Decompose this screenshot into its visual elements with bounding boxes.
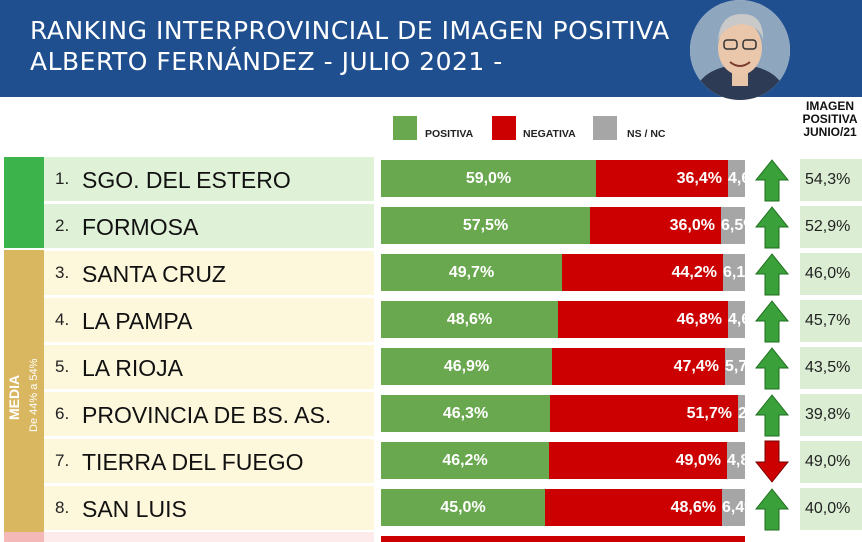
bar-positive: 46,2% xyxy=(381,442,549,479)
bar-negative: 46,8% xyxy=(558,301,728,338)
bar-negative: 49,0% xyxy=(549,442,727,479)
province-name: SANTA CRUZ xyxy=(82,261,226,287)
arrow-up-icon xyxy=(754,300,790,343)
province-name: SAN LUIS xyxy=(82,496,187,522)
arrow-up-icon xyxy=(754,253,790,296)
province-name: LA PAMPA xyxy=(82,308,193,334)
band-media-label: MEDIA xyxy=(6,374,22,420)
bar-positive: 46,9% xyxy=(381,348,552,385)
prev-positive-value: 43,5% xyxy=(800,347,862,389)
rank-number: 3. xyxy=(55,263,70,282)
province-name: SGO. DEL ESTERO xyxy=(82,167,291,193)
bar-nsnc: 6,5% xyxy=(721,207,745,244)
bar-nsnc: 2,0% xyxy=(738,395,745,432)
chart-title-line1: RANKING INTERPROVINCIAL DE IMAGEN POSITI… xyxy=(30,16,670,45)
band-media-range: De 44% a 54% xyxy=(28,358,40,432)
bar-nsnc: 4,6% xyxy=(728,301,745,338)
arrow-down-icon xyxy=(754,440,790,483)
prev-header-line1: IMAGEN xyxy=(806,99,854,113)
bar-nsnc: 4,8% xyxy=(727,442,745,479)
bar-partial-next-row xyxy=(381,536,745,542)
bar-positive: 57,5% xyxy=(381,207,590,244)
prev-positive-value: 49,0% xyxy=(800,441,862,483)
rank-number: 1. xyxy=(55,169,70,188)
rank-number: 5. xyxy=(55,357,70,376)
rank-number: 6. xyxy=(55,404,70,423)
table-row xyxy=(44,157,374,201)
prev-header-line2: POSITIVA xyxy=(802,112,858,126)
legend-positive-swatch xyxy=(393,116,417,140)
legend-nsnc-label: NS / NC xyxy=(627,128,666,140)
band-media xyxy=(4,250,44,542)
bar-negative: 47,4% xyxy=(552,348,725,385)
prev-column-header: IMAGEN POSITIVA JUNIO/21 xyxy=(790,100,862,139)
bar-negative: 48,6% xyxy=(545,489,722,526)
prev-positive-value: 54,3% xyxy=(800,159,862,201)
chart-title-line2: ALBERTO FERNÁNDEZ - JULIO 2021 - xyxy=(30,47,503,76)
province-name: TIERRA DEL FUEGO xyxy=(82,449,304,475)
table-row xyxy=(44,345,374,389)
bar-positive: 48,6% xyxy=(381,301,558,338)
table-row xyxy=(44,204,374,248)
bar-nsnc: 4,6% xyxy=(728,160,745,197)
arrow-up-icon xyxy=(754,347,790,390)
band-low-partial xyxy=(4,532,44,542)
bar-negative: 36,0% xyxy=(590,207,721,244)
legend-negative-label: NEGATIVA xyxy=(523,128,576,140)
prev-positive-value: 39,8% xyxy=(800,394,862,436)
rank-number: 7. xyxy=(55,451,70,470)
bar-positive: 49,7% xyxy=(381,254,562,291)
prev-positive-value: 52,9% xyxy=(800,206,862,248)
legend-nsnc-swatch xyxy=(593,116,617,140)
bar-nsnc: 6,4% xyxy=(722,489,745,526)
row-partial-bg xyxy=(44,532,374,542)
province-name: FORMOSA xyxy=(82,214,199,240)
legend-negative-swatch xyxy=(492,116,516,140)
province-name: LA RIOJA xyxy=(82,355,183,381)
table-row xyxy=(44,298,374,342)
arrow-up-icon xyxy=(754,159,790,202)
band-high xyxy=(4,157,44,248)
legend-positive-label: POSITIVA xyxy=(425,128,474,140)
table-row xyxy=(44,392,374,436)
bar-nsnc: 6,1% xyxy=(723,254,745,291)
province-name: PROVINCIA DE BS. AS. xyxy=(82,402,332,428)
prev-positive-value: 46,0% xyxy=(800,253,862,295)
bar-nsnc: 5,7% xyxy=(725,348,745,385)
politician-photo xyxy=(690,0,790,100)
prev-header-line3: JUNIO/21 xyxy=(803,125,857,139)
rank-number: 8. xyxy=(55,498,70,517)
bar-negative: 36,4% xyxy=(596,160,728,197)
prev-positive-value: 45,7% xyxy=(800,300,862,342)
rank-number: 2. xyxy=(55,216,70,235)
arrow-up-icon xyxy=(754,394,790,437)
bar-positive: 45,0% xyxy=(381,489,545,526)
arrow-up-icon xyxy=(754,488,790,531)
prev-positive-value: 40,0% xyxy=(800,488,862,530)
bar-positive: 59,0% xyxy=(381,160,596,197)
table-row xyxy=(44,251,374,295)
table-row xyxy=(44,486,374,530)
bar-negative: 44,2% xyxy=(562,254,723,291)
table-row xyxy=(44,439,374,483)
rank-number: 4. xyxy=(55,310,70,329)
arrow-up-icon xyxy=(754,206,790,249)
bar-positive: 46,3% xyxy=(381,395,550,432)
bar-negative: 51,7% xyxy=(550,395,738,432)
